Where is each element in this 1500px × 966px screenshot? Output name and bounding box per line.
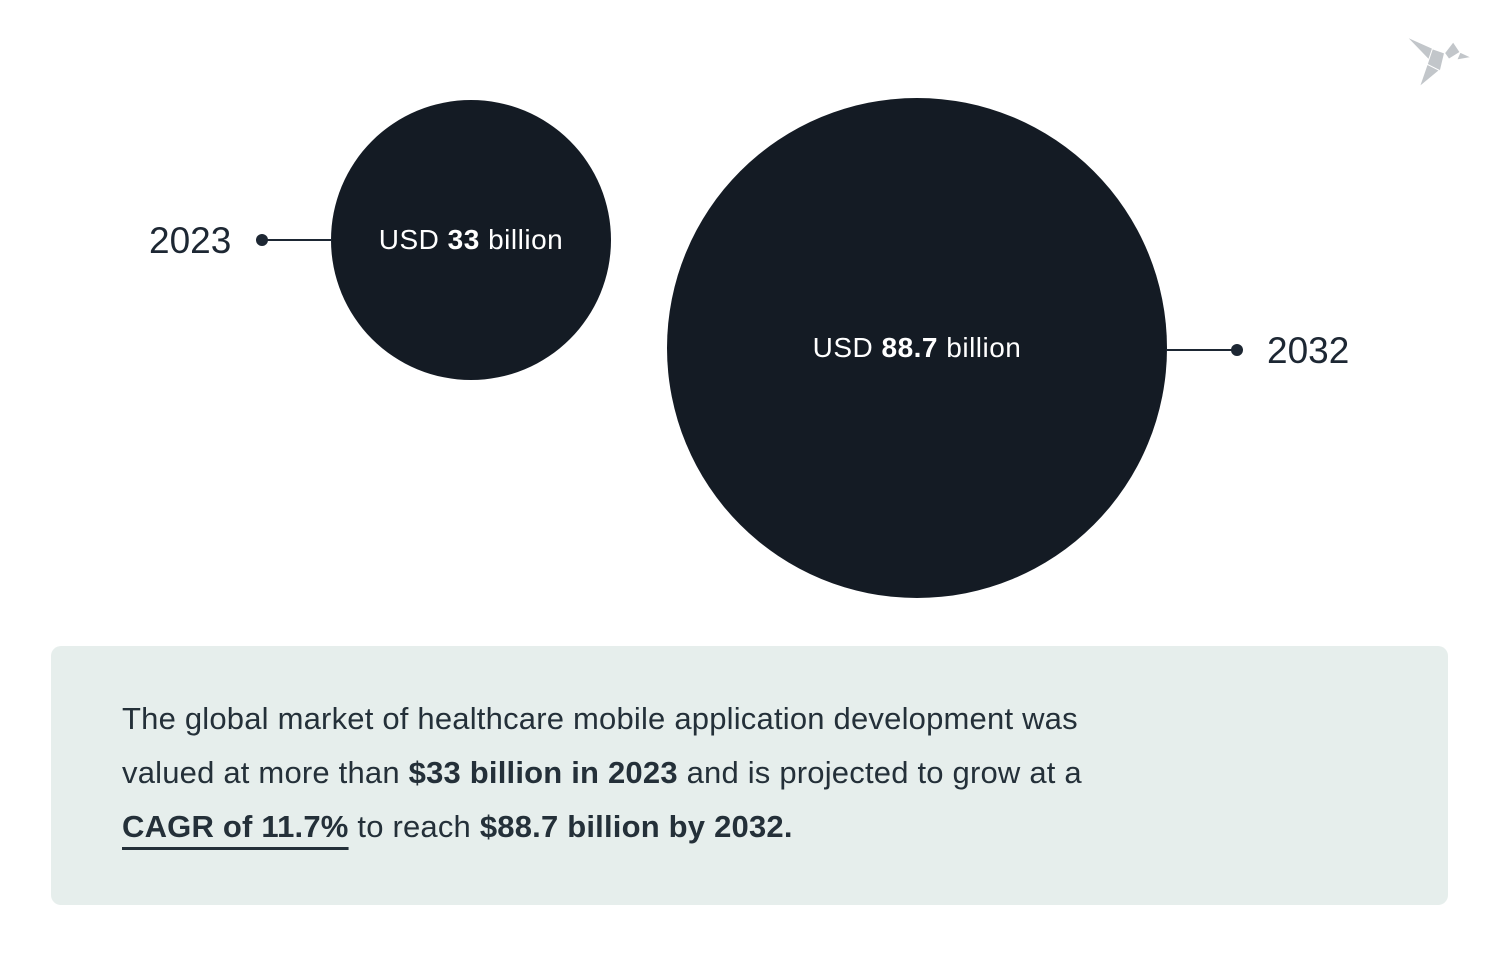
bubble-2023-value: 33 (447, 224, 480, 255)
year-label-2032: 2032 (1267, 330, 1350, 371)
bubble-2032: USD 88.7 billion (667, 98, 1167, 598)
bubble-2032-label-suffix: billion (938, 332, 1022, 363)
logo-body (1426, 48, 1446, 72)
origami-bird-logo-icon (1405, 36, 1472, 88)
bubble-2023-label: USD 33 billion (379, 224, 563, 256)
summary-segment: valued at more than (122, 755, 409, 790)
bubble-2032-label: USD 88.7 billion (813, 332, 1022, 364)
summary-box: The global market of healthcare mobile a… (51, 646, 1448, 905)
connector-line-2023 (262, 239, 332, 241)
bubble-2023-label-prefix: USD (378, 224, 448, 255)
connector-line-2032 (1166, 349, 1233, 351)
summary-segment: and is projected to grow at a (677, 755, 1082, 790)
logo-beak (1456, 51, 1472, 61)
bubble-2032-value: 88.7 (881, 332, 938, 363)
bubble-2023: USD 33 billion (331, 100, 611, 380)
year-label-2023: 2023 (149, 220, 232, 261)
bubble-2023-label-suffix: billion (479, 224, 564, 255)
logo-tail-wing (1418, 63, 1440, 88)
bubble-2032-label-prefix: USD (812, 332, 882, 363)
summary-text: The global market of healthcare mobile a… (122, 692, 1388, 854)
summary-segment: $33 billion in 2023 (408, 755, 678, 790)
summary-segment: to reach (348, 809, 480, 844)
summary-segment: $88.7 billion by 2032. (479, 809, 793, 844)
summary-segment: The global market of healthcare mobile a… (122, 701, 1078, 736)
summary-segment: CAGR of 11.7% (122, 809, 349, 844)
connector-dot-2032 (1231, 344, 1243, 356)
